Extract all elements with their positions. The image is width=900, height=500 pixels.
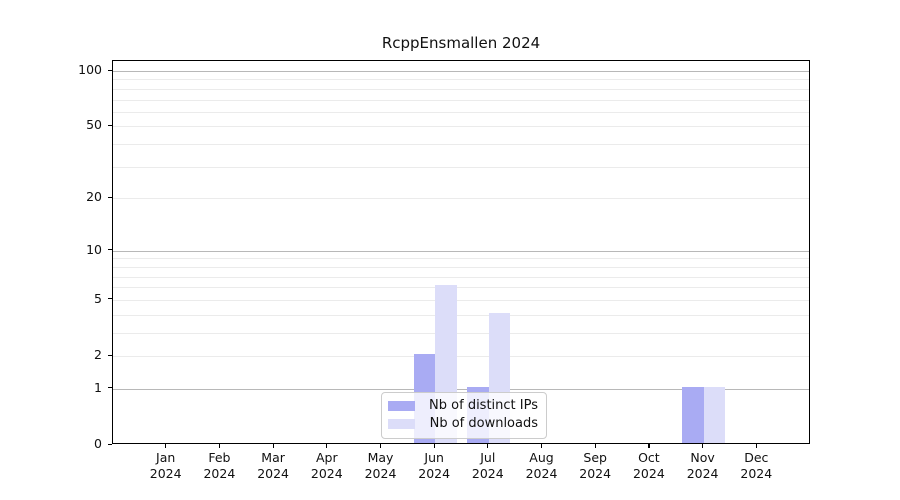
gridline-minor-50 <box>113 126 809 128</box>
x-axis-label-apr: Apr 2024 <box>310 450 343 481</box>
y-axis-label-1: 1 <box>94 379 102 395</box>
gridline-minor-60 <box>113 111 809 113</box>
x-axis-tick-apr <box>326 444 328 448</box>
gridline-major-10 <box>113 250 809 252</box>
gridline-minor-70 <box>113 99 809 101</box>
gridline-minor-5 <box>113 299 809 301</box>
x-axis-label-feb: Feb 2024 <box>203 450 236 481</box>
legend-item-downloads: Nb of downloads <box>388 415 538 433</box>
y-axis-tick-20 <box>108 196 112 198</box>
legend-item-distinct-ips: Nb of distinct IPs <box>388 397 538 415</box>
legend-swatch-downloads <box>388 419 415 429</box>
gridline-minor-80 <box>113 88 809 90</box>
y-axis-tick-2 <box>108 354 112 356</box>
x-axis-label-mar: Mar 2024 <box>257 450 289 481</box>
legend: Nb of distinct IPs Nb of downloads <box>381 392 547 439</box>
y-axis-tick-1 <box>108 387 112 389</box>
chart-title: RcppEnsmallen 2024 <box>381 34 541 52</box>
x-axis-label-jul: Jul 2024 <box>471 450 504 481</box>
y-axis-label-10: 10 <box>86 241 102 257</box>
gridline-minor-40 <box>113 144 809 146</box>
y-axis-label-2: 2 <box>94 347 102 362</box>
x-axis-label-jun: Jun 2024 <box>418 450 451 481</box>
y-axis-tick-10 <box>108 249 112 251</box>
x-axis-tick-aug <box>541 444 543 448</box>
x-axis-tick-sep <box>594 444 596 448</box>
x-axis-tick-jun <box>433 444 435 448</box>
x-axis-label-nov: Nov 2024 <box>686 450 719 481</box>
gridline-minor-90 <box>113 79 809 81</box>
y-axis-label-0: 0 <box>94 436 102 451</box>
y-axis-tick-100 <box>108 69 112 71</box>
x-axis-tick-oct <box>648 444 650 448</box>
gridline-minor-6 <box>113 287 809 289</box>
y-axis-label-50: 50 <box>86 117 102 133</box>
legend-label-downloads: Nb of downloads <box>429 416 538 431</box>
x-axis-label-dec: Dec 2024 <box>740 450 773 481</box>
y-axis-label-100: 100 <box>78 62 102 77</box>
plot-area <box>112 60 810 444</box>
x-axis-label-oct: Oct 2024 <box>632 450 665 481</box>
gridline-minor-7 <box>113 276 809 278</box>
x-axis-label-jan: Jan 2024 <box>149 450 182 481</box>
bar-distinct-ips-nov <box>682 386 704 443</box>
x-axis-tick-jul <box>487 444 489 448</box>
gridline-minor-9 <box>113 258 809 260</box>
x-axis-tick-feb <box>218 444 221 448</box>
gridline-minor-30 <box>113 166 809 168</box>
x-axis-tick-mar <box>272 444 274 448</box>
x-axis-tick-dec <box>755 444 757 448</box>
gridline-minor-3 <box>113 332 809 334</box>
gridline-major-100 <box>113 71 809 72</box>
legend-label-distinct-ips: Nb of distinct IPs <box>429 398 538 413</box>
bar-downloads-nov <box>703 386 726 443</box>
x-axis-tick-jan <box>165 444 167 448</box>
x-axis-label-may: May 2024 <box>364 450 397 481</box>
gridline-minor-8 <box>113 266 809 268</box>
gridline-minor-2 <box>113 356 809 357</box>
gridline-minor-20 <box>113 198 809 200</box>
legend-swatch-distinct-ips <box>388 401 415 411</box>
y-axis-label-5: 5 <box>94 290 102 306</box>
gridline-minor-4 <box>113 314 809 316</box>
y-axis-tick-5 <box>108 298 112 300</box>
x-axis-label-aug: Aug 2024 <box>525 450 558 481</box>
y-axis-tick-0 <box>108 443 112 445</box>
x-axis-tick-nov <box>702 444 704 448</box>
x-axis-label-sep: Sep 2024 <box>579 450 612 481</box>
gridline-major-1 <box>113 388 809 390</box>
x-axis-tick-may <box>380 444 382 448</box>
y-axis-label-20: 20 <box>86 189 102 205</box>
y-axis-tick-50 <box>108 124 112 127</box>
